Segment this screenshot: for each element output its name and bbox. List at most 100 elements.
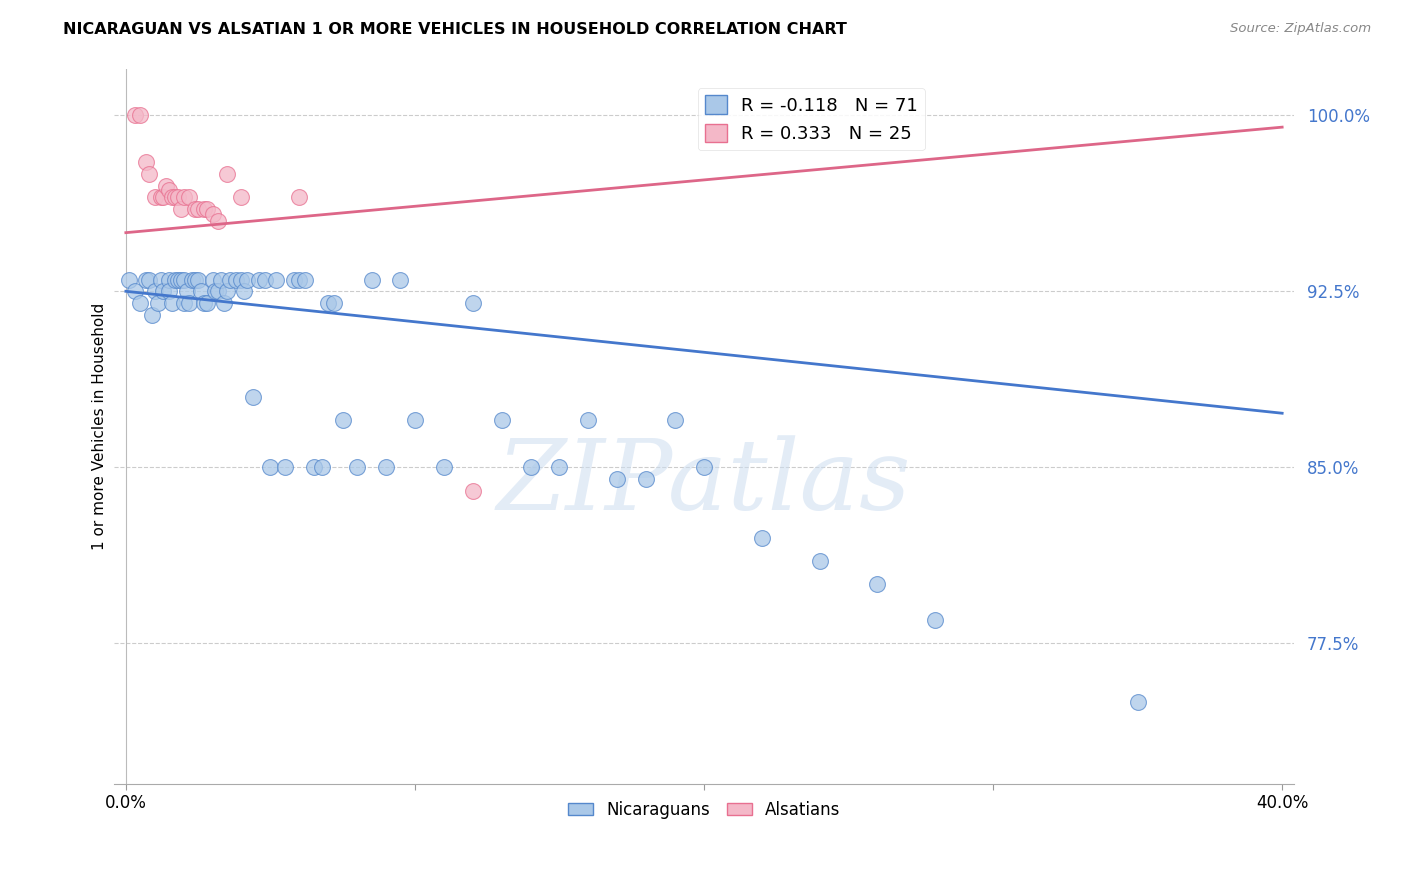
Point (170, 272, 193, 286)
Point (157, 285, 180, 299)
Point (433, 460, 456, 475)
Point (461, 296, 484, 310)
Point (751, 531, 773, 545)
Point (179, 190, 201, 204)
Point (1126, 695, 1149, 709)
Point (548, 460, 571, 475)
Point (274, 460, 297, 475)
Point (236, 272, 259, 286)
Point (157, 272, 180, 286)
Point (808, 554, 831, 568)
Point (118, 272, 141, 286)
Point (195, 296, 218, 310)
Point (187, 202, 209, 217)
Point (143, 285, 166, 299)
Point (149, 272, 172, 286)
Point (124, 108, 146, 122)
Point (375, 460, 398, 475)
Point (163, 272, 186, 286)
Point (866, 577, 889, 591)
Point (129, 108, 152, 122)
Text: NICARAGUAN VS ALSATIAN 1 OR MORE VEHICLES IN HOUSEHOLD CORRELATION CHART: NICARAGUAN VS ALSATIAN 1 OR MORE VEHICLE… (63, 22, 848, 37)
Point (247, 272, 270, 286)
Point (360, 272, 382, 286)
Point (152, 190, 174, 204)
Point (179, 296, 201, 310)
Point (187, 272, 209, 286)
Point (302, 460, 325, 475)
Point (288, 190, 311, 204)
Point (157, 184, 180, 198)
Point (190, 285, 212, 299)
Point (207, 285, 229, 299)
Point (209, 272, 232, 286)
Point (491, 413, 513, 427)
Point (253, 272, 276, 286)
Point (135, 155, 157, 169)
Point (259, 460, 281, 475)
Point (636, 472, 658, 486)
Legend: Nicaraguans, Alsatians: Nicaraguans, Alsatians (561, 794, 846, 825)
Point (316, 296, 339, 310)
Point (124, 285, 146, 299)
Point (167, 272, 190, 286)
Point (160, 296, 183, 310)
Point (215, 285, 238, 299)
Point (215, 167, 238, 181)
Text: ZIPatlas: ZIPatlas (496, 435, 911, 531)
Point (404, 413, 426, 427)
Point (332, 413, 354, 427)
Point (193, 296, 215, 310)
Point (519, 460, 541, 475)
Point (184, 202, 207, 217)
Point (170, 202, 193, 217)
Point (204, 285, 226, 299)
Point (138, 167, 160, 181)
Point (176, 285, 198, 299)
Point (201, 272, 224, 286)
Point (173, 190, 195, 204)
Point (201, 207, 224, 221)
Point (138, 272, 160, 286)
Point (160, 190, 183, 204)
Point (242, 390, 264, 404)
Point (141, 308, 163, 322)
Point (167, 190, 190, 204)
Point (225, 272, 247, 286)
Point (155, 178, 177, 193)
Point (152, 285, 174, 299)
Point (173, 296, 195, 310)
Point (924, 613, 946, 627)
Point (288, 272, 311, 286)
Point (149, 190, 172, 204)
Point (693, 460, 716, 475)
Point (207, 214, 229, 228)
Point (389, 272, 412, 286)
Point (664, 413, 686, 427)
Point (323, 296, 346, 310)
Point (231, 190, 253, 204)
Point (576, 413, 599, 427)
Point (173, 272, 195, 286)
Text: Source: ZipAtlas.com: Source: ZipAtlas.com (1230, 22, 1371, 36)
Point (294, 272, 316, 286)
Point (264, 272, 287, 286)
Point (212, 296, 235, 310)
Point (181, 272, 204, 286)
Point (184, 272, 207, 286)
Point (143, 190, 166, 204)
Point (219, 272, 242, 286)
Point (135, 272, 157, 286)
Y-axis label: 1 or more Vehicles in Household: 1 or more Vehicles in Household (93, 302, 107, 549)
Point (195, 202, 218, 217)
Point (283, 272, 305, 286)
Point (163, 190, 186, 204)
Point (346, 460, 368, 475)
Point (233, 285, 256, 299)
Point (193, 202, 215, 217)
Point (311, 460, 333, 475)
Point (231, 272, 253, 286)
Point (461, 483, 484, 498)
Point (146, 296, 169, 310)
Point (129, 296, 152, 310)
